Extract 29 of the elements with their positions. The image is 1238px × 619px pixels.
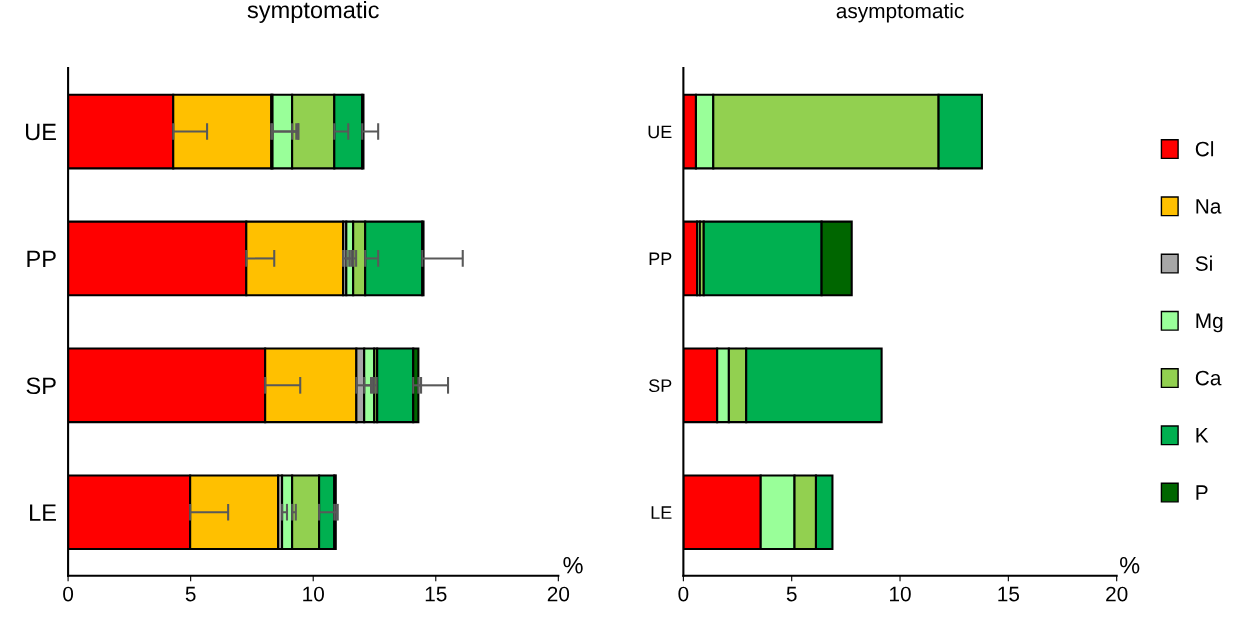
y-tick-label: SP <box>649 379 672 393</box>
legend-label: Si <box>1195 255 1212 271</box>
y-tick-label: PP <box>27 250 56 267</box>
legend-label: Mg <box>1196 313 1223 333</box>
x-tick-label: 10 <box>303 586 324 602</box>
x-tick-label: 0 <box>63 586 74 602</box>
legend-label: Cl <box>1195 141 1214 157</box>
x-tick-label: 20 <box>547 586 570 602</box>
x-tick-label: 0 <box>678 586 689 602</box>
x-tick-label: 20 <box>1106 586 1128 602</box>
x-axis-title: % <box>1120 556 1140 574</box>
x-axis-title: % <box>563 556 583 574</box>
legend-label: K <box>1196 428 1209 443</box>
y-tick-label: SP <box>26 377 56 395</box>
legend-label: P <box>1196 485 1208 500</box>
chart-title: symptomatic <box>247 0 379 23</box>
y-tick-label: PP <box>649 252 672 265</box>
x-tick-label: 5 <box>185 586 196 602</box>
y-tick-label: LE <box>30 504 56 521</box>
legend-label: Na <box>1196 199 1222 214</box>
y-tick-label: UE <box>648 125 672 139</box>
x-tick-label: 15 <box>425 586 447 602</box>
x-tick-label: 15 <box>998 586 1020 602</box>
legend-label: Ca <box>1195 370 1222 386</box>
y-tick-label: LE <box>651 506 672 519</box>
y-tick-label: UE <box>26 123 56 141</box>
chart-title: asymptomatic <box>836 2 964 23</box>
x-tick-label: 5 <box>786 586 797 602</box>
x-tick-label: 10 <box>890 586 911 602</box>
